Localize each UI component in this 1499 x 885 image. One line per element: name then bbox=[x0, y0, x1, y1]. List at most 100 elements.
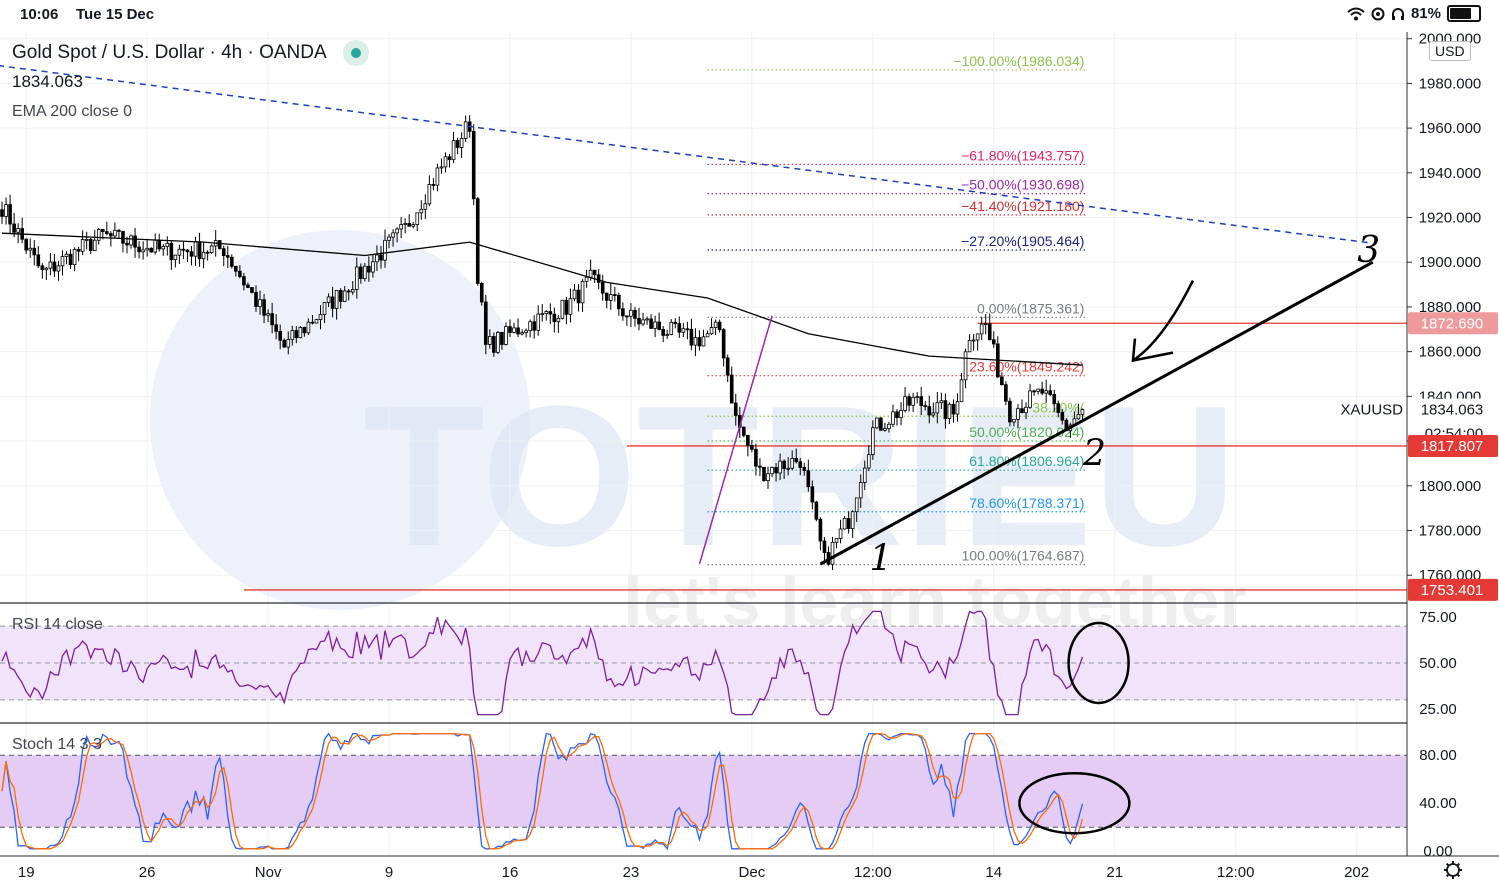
fib-level-label: −27.20%(1905.464) bbox=[961, 233, 1084, 249]
fib-level-label: −41.40%(1921.180) bbox=[961, 198, 1084, 214]
status-time: 10:06 bbox=[20, 6, 59, 23]
candle-body bbox=[157, 239, 162, 250]
candle-body bbox=[665, 334, 670, 336]
candle-body bbox=[633, 309, 637, 319]
market-status-icon bbox=[342, 40, 369, 66]
candle-body bbox=[230, 256, 234, 267]
candle-body bbox=[298, 327, 303, 339]
handwritten-arrow bbox=[1132, 280, 1195, 362]
handwritten-annotations: 1 2 3 bbox=[869, 230, 1380, 835]
candle-body bbox=[504, 326, 508, 345]
settings-icon[interactable] bbox=[1444, 861, 1462, 879]
candle-body bbox=[911, 396, 915, 406]
candle-body bbox=[596, 274, 601, 283]
time-tick-label: 19 bbox=[18, 864, 35, 881]
candle-body bbox=[76, 249, 81, 252]
candle-body bbox=[617, 294, 621, 310]
price-tag-bg bbox=[1408, 434, 1498, 457]
candle-body bbox=[1076, 413, 1081, 420]
candle-body bbox=[117, 229, 121, 232]
fib-level-label: 0.00%(1875.361) bbox=[977, 300, 1084, 316]
candle-body bbox=[84, 238, 89, 241]
currency-button[interactable]: USD bbox=[1429, 41, 1471, 61]
candle-body bbox=[52, 261, 57, 272]
candle-body bbox=[254, 292, 258, 308]
candle-body bbox=[746, 434, 750, 446]
candle-body bbox=[415, 212, 420, 225]
gear-tooth bbox=[1445, 862, 1450, 867]
candle-body bbox=[403, 223, 407, 225]
candle-body bbox=[407, 223, 412, 227]
candle-body bbox=[234, 265, 238, 272]
candle-body bbox=[197, 241, 202, 260]
candle-body bbox=[205, 251, 210, 254]
candle-body bbox=[431, 184, 436, 186]
candle-body bbox=[971, 339, 976, 342]
candle-body bbox=[459, 138, 464, 148]
candle-body bbox=[915, 396, 919, 399]
candle-body bbox=[246, 284, 250, 288]
candle-body bbox=[189, 251, 194, 257]
candle-body bbox=[717, 321, 722, 331]
candle-body bbox=[1056, 403, 1061, 413]
time-tick-label: 9 bbox=[385, 864, 393, 881]
time-tick-label: 12:00 bbox=[1217, 864, 1255, 881]
candle-body bbox=[169, 242, 174, 261]
ema-legend[interactable]: EMA 200 close 0 bbox=[12, 103, 133, 120]
candle-body bbox=[359, 266, 363, 279]
price-tag-label: 1753.401 bbox=[1421, 582, 1484, 599]
candle-body bbox=[612, 294, 617, 296]
candle-body bbox=[149, 247, 153, 253]
candle-body bbox=[879, 417, 883, 431]
candle-body bbox=[786, 467, 790, 470]
candle-body bbox=[451, 140, 456, 161]
candle-body bbox=[1004, 384, 1008, 402]
symbol-legend[interactable]: Gold Spot / U.S. Dollar · 4h · OANDA bbox=[12, 40, 369, 66]
candle-body bbox=[951, 403, 956, 415]
candle-body bbox=[923, 405, 928, 407]
candle-body bbox=[1040, 388, 1044, 394]
candle-body bbox=[342, 290, 347, 302]
candle-body bbox=[1020, 408, 1024, 414]
candle-body bbox=[100, 229, 105, 233]
candle-body bbox=[790, 458, 795, 469]
candle-body bbox=[80, 239, 85, 252]
candle-body bbox=[689, 328, 694, 346]
fib-level-label: −50.00%(1930.698) bbox=[961, 177, 1084, 193]
handwritten-number: 2 bbox=[1082, 434, 1106, 475]
candle-body bbox=[850, 511, 855, 530]
candlestick-series bbox=[0, 115, 1085, 570]
candle-body bbox=[8, 204, 12, 225]
candle-body bbox=[572, 289, 577, 300]
price-tag-bg bbox=[1408, 312, 1498, 335]
stoch-legend[interactable]: Stoch 14 3 3 bbox=[12, 736, 102, 753]
candle-body bbox=[201, 251, 206, 260]
candle-body bbox=[818, 518, 823, 542]
fib-level-label: −61.80%(1943.757) bbox=[961, 147, 1084, 163]
stoch-k-line bbox=[1, 732, 1084, 851]
candle-body bbox=[798, 461, 803, 468]
candle-body bbox=[939, 400, 944, 404]
rsi-legend[interactable]: RSI 14 close bbox=[12, 616, 103, 633]
candle-body bbox=[697, 337, 702, 347]
candle-body bbox=[858, 482, 863, 499]
candle-body bbox=[399, 224, 403, 230]
trendline-dashed-resistance bbox=[0, 65, 1373, 244]
price-tag-bg bbox=[1408, 578, 1498, 601]
price-tick-label: 1800.000 bbox=[1419, 478, 1482, 495]
handwritten-arrow-head bbox=[1131, 338, 1174, 363]
trendline-impulse bbox=[698, 315, 773, 565]
fib-level-label: 78.60%(1788.371) bbox=[969, 495, 1084, 511]
candle-body bbox=[225, 255, 230, 258]
wifi-icon bbox=[1347, 7, 1365, 20]
candle-body bbox=[512, 327, 516, 333]
stoch-d-line bbox=[1, 732, 1084, 850]
handwritten-circle bbox=[1067, 621, 1130, 705]
handwritten-number: 3 bbox=[1357, 230, 1380, 271]
price-tick-label: 1980.000 bbox=[1419, 75, 1482, 92]
candle-body bbox=[173, 254, 178, 261]
candle-body bbox=[959, 379, 964, 403]
candle-body bbox=[137, 246, 141, 253]
